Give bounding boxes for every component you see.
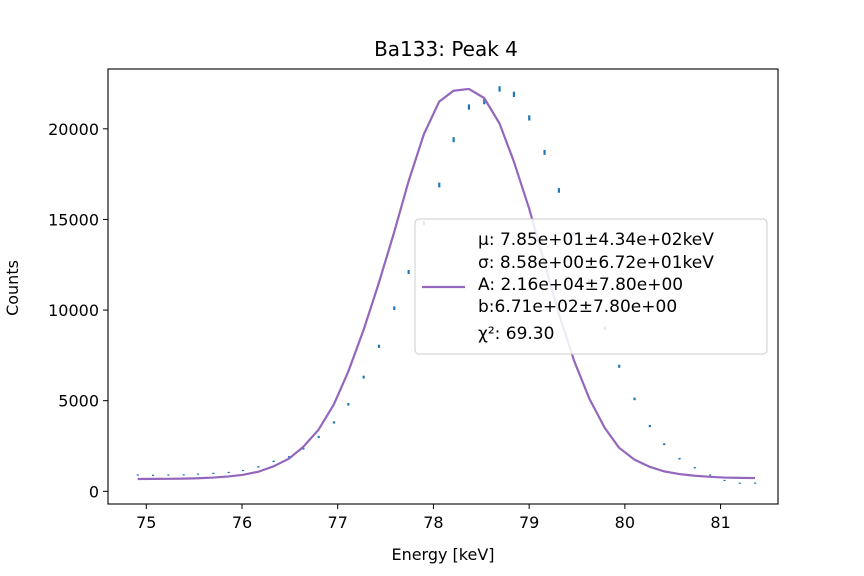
- data-point: [663, 443, 666, 446]
- x-tick-label: 75: [136, 513, 156, 532]
- data-point: [693, 467, 696, 469]
- data-point: [393, 306, 396, 311]
- data-point: [633, 397, 636, 401]
- data-point: [347, 403, 350, 406]
- x-tick-label: 81: [710, 513, 730, 532]
- data-point: [196, 473, 200, 475]
- data-point: [452, 137, 455, 143]
- data-point: [557, 188, 561, 193]
- data-point: [151, 474, 155, 476]
- y-tick-label: 0: [89, 482, 99, 501]
- data-point: [678, 457, 681, 460]
- legend-box: [414, 218, 768, 355]
- data-point: [317, 435, 320, 438]
- data-point: [723, 479, 726, 482]
- x-tick-label: 76: [232, 513, 252, 532]
- axes-frame: [107, 68, 779, 505]
- data-point: [362, 375, 365, 379]
- legend-entry-line: σ: 8.58e+00±6.72e+01keV: [478, 253, 714, 273]
- data-point: [543, 149, 546, 155]
- x-tick-label: 79: [519, 513, 539, 532]
- x-axis-label: Energy [keV]: [391, 545, 494, 564]
- chart-title: Ba133: Peak 4: [374, 37, 518, 61]
- data-point: [738, 482, 741, 484]
- data-point: [136, 474, 139, 476]
- x-tick-label: 80: [615, 513, 635, 532]
- data-point: [438, 182, 441, 188]
- y-tick-label: 20000: [48, 120, 99, 139]
- legend-entry-line: χ²: 69.30: [478, 324, 554, 344]
- data-point: [287, 456, 291, 458]
- plot-area: 75 76 77 78 79 80 81 0 5000 10000 15000 20000: [48, 68, 779, 532]
- legend-entry-line: A: 2.16e+04±7.80e+00: [478, 275, 683, 295]
- data-point: [407, 270, 410, 274]
- data-point: [257, 466, 260, 468]
- y-axis-label: Counts: [3, 260, 22, 316]
- x-tick-label: 77: [328, 513, 348, 532]
- data-point: [302, 447, 305, 450]
- data-point: [227, 471, 230, 474]
- data-point: [754, 482, 757, 484]
- data-point: [483, 98, 486, 105]
- data-point: [377, 344, 381, 348]
- y-tick-label: 10000: [48, 301, 99, 320]
- data-point: [241, 469, 245, 472]
- data-point: [167, 474, 170, 476]
- data-point: [528, 115, 531, 121]
- legend-entry-line: μ: 7.85e+01±4.34e+02keV: [478, 230, 714, 250]
- y-tick-label: 5000: [58, 392, 99, 411]
- x-tick-label: 78: [423, 513, 443, 532]
- data-point: [272, 460, 275, 463]
- data-point: [212, 472, 215, 474]
- data-point: [709, 474, 712, 476]
- data-point: [648, 424, 651, 428]
- data-point: [618, 364, 621, 368]
- data-point: [467, 104, 471, 110]
- data-point: [182, 474, 185, 476]
- data-point: [332, 421, 336, 424]
- legend-entry-line: b:6.71e+02±7.80e+00: [478, 297, 677, 317]
- fit-line: [137, 87, 756, 481]
- legend: μ: 7.85e+01±4.34e+02keV σ: 8.58e+00±6.72e…: [414, 218, 768, 355]
- y-tick-label: 15000: [48, 210, 99, 229]
- data-point: [498, 86, 501, 92]
- data-point: [512, 91, 516, 98]
